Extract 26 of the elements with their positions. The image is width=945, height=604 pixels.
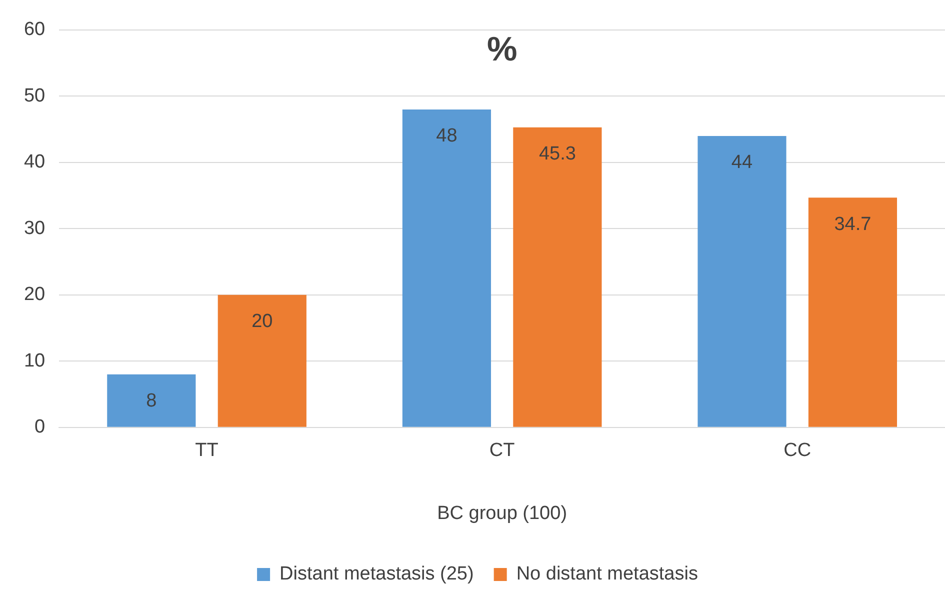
chart-title: % [486, 30, 518, 68]
x-tick-label: CT [489, 440, 516, 462]
bar [402, 109, 491, 427]
data-label: 34.7 [834, 214, 872, 235]
y-tick-label: 30 [24, 218, 46, 239]
x-tick-label: CC [784, 440, 812, 462]
bar [107, 374, 196, 427]
legend-label: Distant metastasis (25) [280, 564, 474, 585]
data-label: 8 [146, 390, 157, 412]
y-tick-label: 60 [24, 19, 46, 40]
y-tick-label: 0 [34, 416, 46, 438]
data-label: 45.3 [538, 144, 576, 165]
y-tick-label: 50 [24, 85, 46, 106]
x-axis-title: BC group (100) [437, 502, 568, 524]
y-tick-label: 40 [24, 152, 46, 173]
data-label: 48 [436, 126, 458, 147]
y-tick-label: 10 [24, 350, 46, 372]
y-tick-label: 20 [24, 284, 46, 306]
legend-label: No distant metastasis [516, 564, 698, 585]
x-tick-label: TT [195, 440, 219, 462]
bar [808, 198, 898, 427]
bar [218, 294, 306, 427]
bar [698, 136, 786, 427]
data-label: 20 [252, 311, 273, 332]
bar [513, 127, 602, 427]
data-label: 44 [731, 152, 753, 174]
